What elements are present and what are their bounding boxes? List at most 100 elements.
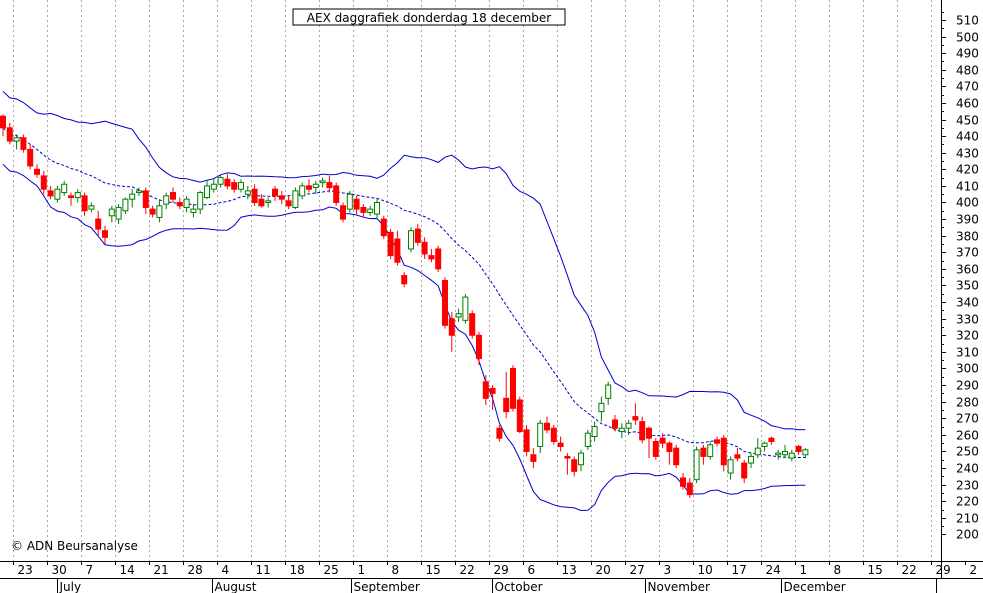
candle xyxy=(503,371,510,419)
candle-body xyxy=(632,416,639,421)
date-tick-label: 20 xyxy=(596,563,611,577)
candle xyxy=(170,187,176,203)
candle-body xyxy=(673,447,680,466)
candle-body xyxy=(448,318,455,336)
candle xyxy=(312,180,319,195)
date-tick-label: 17 xyxy=(732,563,747,577)
candle-body xyxy=(81,195,88,212)
candle-body xyxy=(122,198,129,212)
date-tick-label: 22 xyxy=(902,563,917,577)
candle-body xyxy=(217,177,224,185)
candle xyxy=(652,438,659,460)
candle xyxy=(115,204,122,225)
candle-body xyxy=(544,422,550,431)
candle-body xyxy=(761,442,768,447)
candle-body xyxy=(639,421,646,441)
candle xyxy=(299,182,306,200)
candle xyxy=(136,187,142,196)
price-tick-label: 300 xyxy=(956,362,979,376)
candle xyxy=(482,375,489,405)
candle xyxy=(224,174,231,190)
price-tick-label: 260 xyxy=(956,429,979,443)
candle xyxy=(149,205,156,218)
date-tick-label: 8 xyxy=(834,563,842,577)
candle xyxy=(414,224,421,246)
candle xyxy=(340,202,346,223)
candle xyxy=(387,229,394,259)
candle-body xyxy=(802,449,809,456)
candle-body xyxy=(591,426,598,438)
candle xyxy=(673,444,680,469)
candle-body xyxy=(6,127,13,142)
candle xyxy=(20,134,27,153)
candle-body xyxy=(244,190,251,195)
candle-body xyxy=(374,201,380,215)
candle-body xyxy=(530,454,537,462)
candle-body xyxy=(476,334,482,360)
date-tick-label: 29 xyxy=(936,563,951,577)
candle xyxy=(95,210,102,236)
candle xyxy=(217,174,224,188)
candle-body xyxy=(88,205,95,210)
date-tick-label: 13 xyxy=(562,563,577,577)
price-tick-label: 360 xyxy=(956,263,979,277)
candle-body xyxy=(183,198,190,208)
candle xyxy=(258,194,265,208)
candle xyxy=(251,184,258,206)
candle xyxy=(74,189,81,203)
candle-body xyxy=(292,190,299,208)
candle xyxy=(639,416,646,444)
date-tick-label: 7 xyxy=(86,563,94,577)
candle xyxy=(81,192,88,216)
candle-body xyxy=(387,231,394,257)
price-tick-label: 430 xyxy=(956,147,979,161)
candle xyxy=(346,190,353,213)
candle xyxy=(102,225,108,244)
candle-body xyxy=(605,384,612,399)
candle-body xyxy=(210,183,217,190)
candle-body xyxy=(727,459,734,474)
candle-body xyxy=(700,447,707,457)
candle xyxy=(727,456,734,480)
date-tick-label: 1 xyxy=(800,563,808,577)
candle-body xyxy=(306,185,312,190)
candle xyxy=(714,436,720,447)
candle-body xyxy=(13,137,20,142)
candle xyxy=(34,164,40,178)
candle-body xyxy=(578,452,584,466)
candle xyxy=(0,114,6,137)
candle-body xyxy=(612,419,618,429)
candle xyxy=(686,478,693,498)
moving-average-line xyxy=(2,127,806,459)
candle xyxy=(564,453,571,475)
date-tick-label: 15 xyxy=(426,563,441,577)
upper-band-line xyxy=(2,90,806,431)
candle-body xyxy=(550,427,557,442)
candle-body xyxy=(319,180,326,184)
candle xyxy=(700,444,707,465)
candle-body xyxy=(741,462,748,479)
date-tick-label: 3 xyxy=(664,563,672,577)
candle-body xyxy=(95,218,102,230)
date-tick-label: 2 xyxy=(970,563,978,577)
candle-body xyxy=(258,198,265,207)
candle xyxy=(646,426,652,459)
candle-body xyxy=(251,188,258,203)
price-tick-label: 200 xyxy=(956,528,979,542)
candle-body xyxy=(414,228,421,243)
candle-body xyxy=(224,178,231,187)
candle-body xyxy=(272,188,278,197)
candle xyxy=(625,419,632,435)
candle-body xyxy=(537,422,544,447)
candle-body xyxy=(176,201,183,207)
candle-body xyxy=(598,402,605,413)
candle-body xyxy=(190,208,197,213)
candle xyxy=(448,312,455,352)
candle xyxy=(707,441,714,460)
candle xyxy=(47,185,54,200)
candle xyxy=(285,195,292,210)
month-label: September xyxy=(354,580,420,593)
candle-body xyxy=(571,459,578,472)
candle-body xyxy=(312,183,319,189)
candle-body xyxy=(564,455,571,459)
